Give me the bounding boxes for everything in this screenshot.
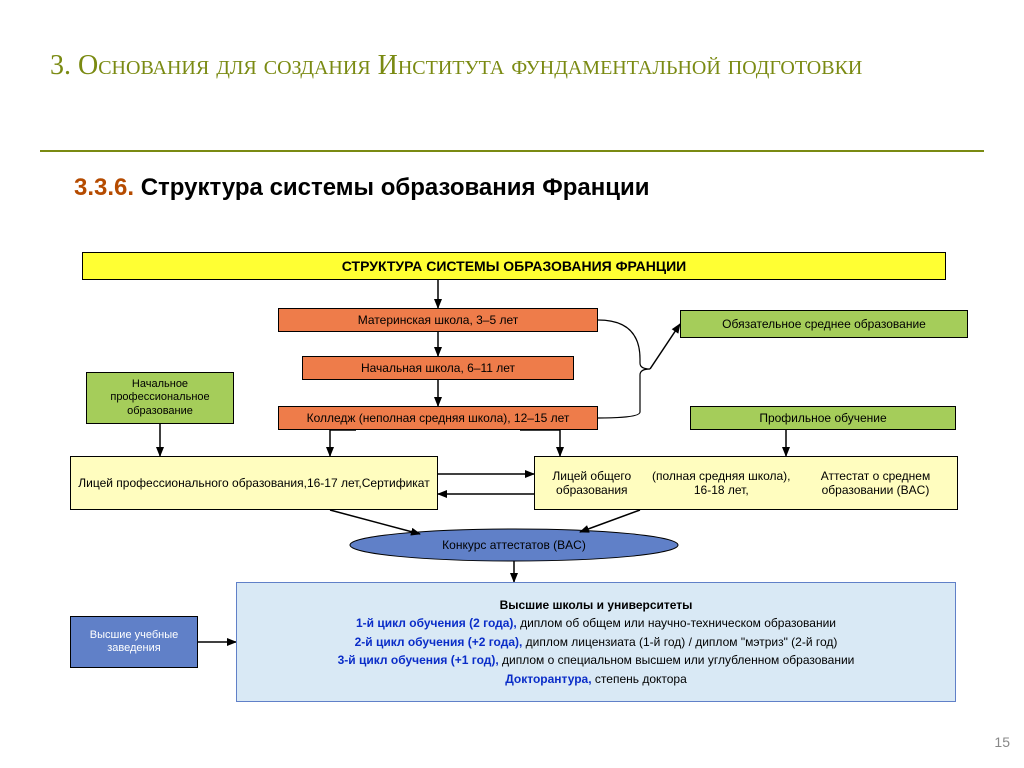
brace-compulsory [598, 320, 650, 418]
arrow-brace-to-compulsory [650, 324, 680, 369]
box-banner: СТРУКТУРА СИСТЕМЫ ОБРАЗОВАНИЯ ФРАНЦИИ [82, 252, 946, 280]
box-universities: Высшие школы и университеты1-й цикл обуч… [236, 582, 956, 702]
arrow-gen_to_bac [580, 510, 640, 532]
box-compulsory: Обязательное среднее образование [680, 310, 968, 338]
box-lycee_gen: Лицей общего образования(полная средняя … [534, 456, 958, 510]
ellipse-bac-label: Конкурс аттестатов (BAC) [442, 538, 586, 552]
arrow-college_to_prof [330, 430, 356, 456]
box-college: Колледж (неполная средняя школа), 12–15 … [278, 406, 598, 430]
box-higher_inst: Высшие учебные заведения [70, 616, 198, 668]
arrow-college_to_gen [520, 430, 560, 456]
box-lycee_prof: Лицей профессионального образования,16-1… [70, 456, 438, 510]
box-profile: Профильное обучение [690, 406, 956, 430]
arrow-prof_to_bac [330, 510, 420, 534]
box-initial_prof: Начальное профессиональное образование [86, 372, 234, 424]
box-maternal: Материнская школа, 3–5 лет [278, 308, 598, 332]
box-primary: Начальная школа, 6–11 лет [302, 356, 574, 380]
